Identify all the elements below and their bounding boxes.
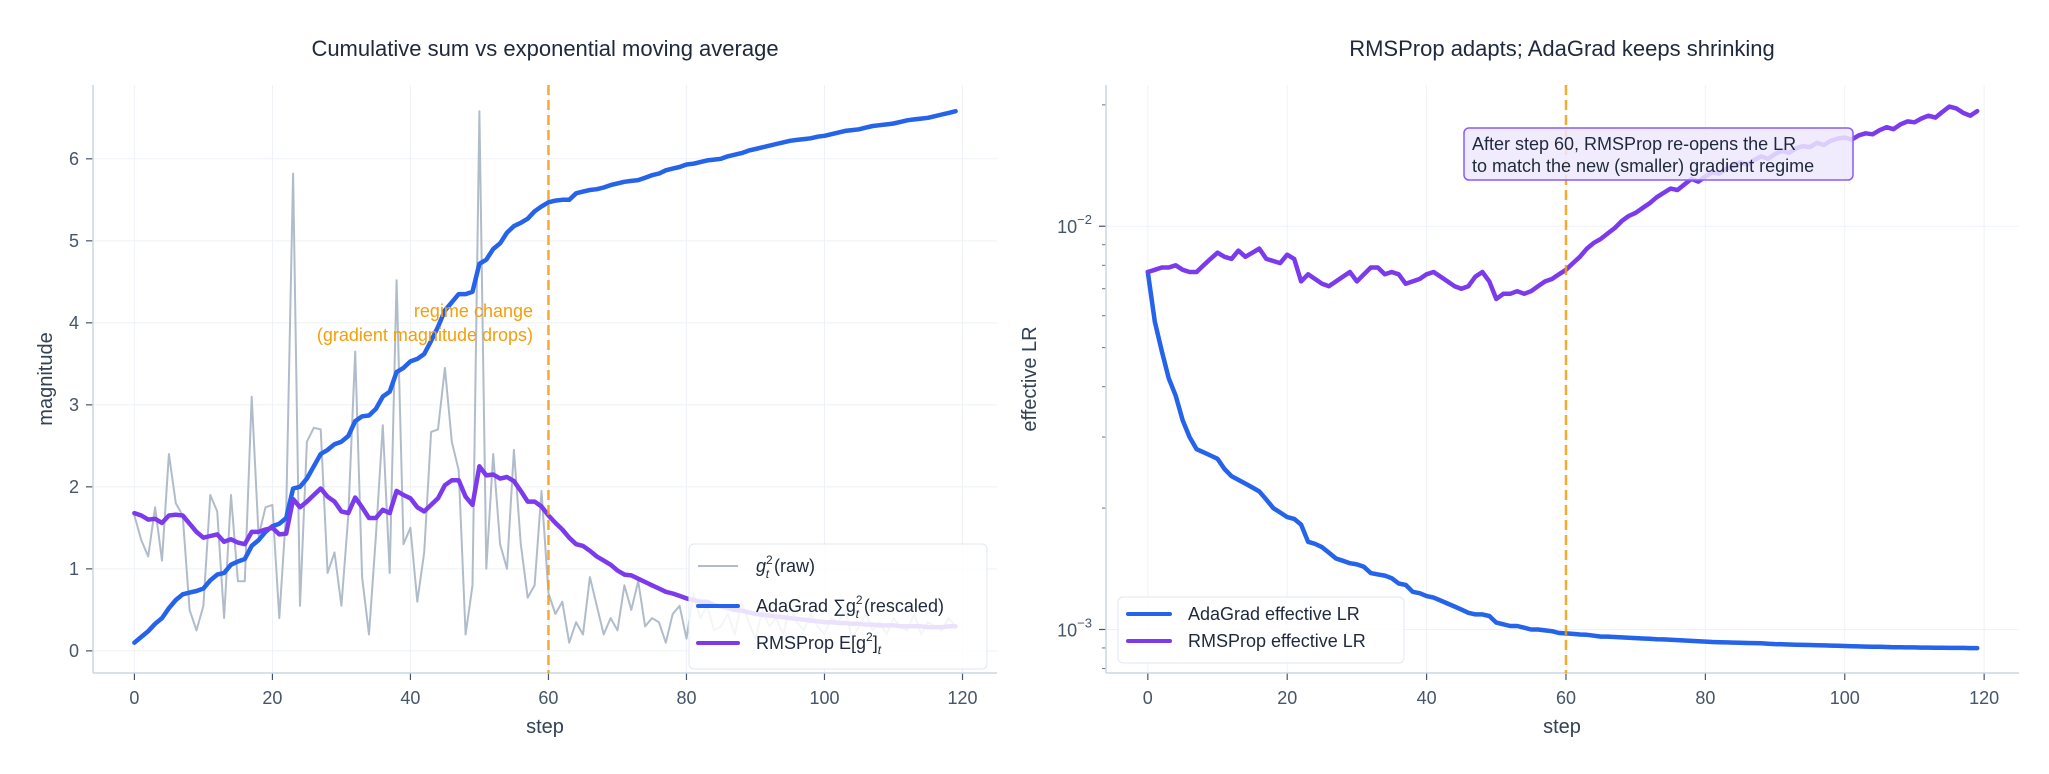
right-chart: RMSProp adapts; AdaGrad keeps shrinking … <box>1019 36 2019 738</box>
left-grid <box>93 85 997 673</box>
right-y-axis-label: effective LR <box>1019 326 1041 431</box>
annotation-line1: After step 60, RMSProp re-opens the LR <box>1472 134 1796 154</box>
y-tick-label: 1 <box>69 559 79 579</box>
x-tick-label: 0 <box>1143 688 1153 708</box>
x-tick-label: 60 <box>538 688 558 708</box>
y-tick-label: 2 <box>69 477 79 497</box>
y-tick-label: 0 <box>69 641 79 661</box>
x-tick-label: 80 <box>676 688 696 708</box>
left-legend-box <box>688 543 988 670</box>
annotation-box <box>1463 127 1854 181</box>
left-x-axis-label: step <box>526 716 564 738</box>
right-legend: AdaGrad effective LR RMSProp effective L… <box>1117 596 1405 664</box>
x-tick-label: 40 <box>400 688 420 708</box>
right-legend-box <box>1117 596 1405 664</box>
legend-label-rmsprop-lr: RMSProp effective LR <box>1188 631 1366 651</box>
x-tick-label: 100 <box>809 688 839 708</box>
legend-label-raw: g2 t (raw) <box>756 553 815 581</box>
annotation-line2: to match the new (smaller) gradient regi… <box>1472 156 1814 176</box>
left-axes: 0 20 40 60 80 100 120 0 1 2 3 4 5 6 <box>69 85 997 708</box>
legend-label-adagrad: AdaGrad ∑g2 t (rescaled) <box>756 593 944 621</box>
left-chart-title: Cumulative sum vs exponential moving ave… <box>311 36 778 61</box>
y-tick-label: 5 <box>69 231 79 251</box>
x-tick-label: 20 <box>262 688 282 708</box>
y-tick-label: 6 <box>69 149 79 169</box>
regime-annotation-line2: (gradient magnitude drops) <box>317 325 533 345</box>
series-line-adagrad <box>1145 269 1980 651</box>
right-series <box>1145 104 1980 651</box>
x-tick-label: 20 <box>1277 688 1297 708</box>
x-tick-label: 120 <box>947 688 977 708</box>
x-tick-label: 40 <box>1417 688 1437 708</box>
left-chart: Cumulative sum vs exponential moving ave… <box>35 36 997 738</box>
y-tick-label: 10−2 <box>1057 212 1092 237</box>
x-tick-label: 80 <box>1695 688 1715 708</box>
y-tick-label: 4 <box>69 313 79 333</box>
rmsprop-annotation: After step 60, RMSProp re-opens the LR t… <box>1463 127 1854 181</box>
left-legend: g2 t (raw) AdaGrad ∑g2 t (rescaled) RMSPro… <box>688 543 988 670</box>
x-tick-label: 100 <box>1830 688 1860 708</box>
x-tick-label: 60 <box>1556 688 1576 708</box>
legend-label-rmsprop: RMSProp E[g2]t <box>756 630 882 657</box>
y-tick-label: 10−3 <box>1057 615 1092 640</box>
right-x-axis-label: step <box>1543 716 1581 738</box>
right-axes: 0 20 40 60 80 100 120 10−2 10−3 <box>1057 85 2019 708</box>
y-tick-label: 3 <box>69 395 79 415</box>
regime-annotation-line1: regime change <box>414 301 533 321</box>
left-y-axis-label: magnitude <box>35 332 57 425</box>
right-chart-title: RMSProp adapts; AdaGrad keeps shrinking <box>1349 36 1775 61</box>
legend-label-adagrad-lr: AdaGrad effective LR <box>1188 604 1360 624</box>
x-tick-label: 120 <box>1969 688 1999 708</box>
x-tick-label: 0 <box>129 688 139 708</box>
